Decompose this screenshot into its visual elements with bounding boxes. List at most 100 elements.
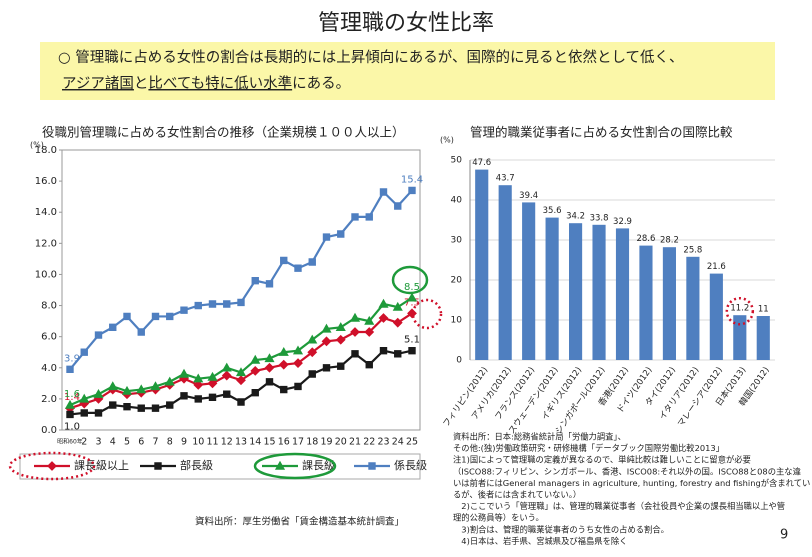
marker (351, 350, 359, 358)
marker (364, 327, 375, 337)
summary-part: と (134, 76, 149, 92)
marker (123, 312, 131, 321)
note: 注1)国によって管理職の定義が異なるので、単純比較は難しいことに留意が必要 (453, 455, 751, 465)
marker (308, 370, 316, 378)
marker (293, 358, 303, 369)
x-tick-label: 18 (306, 437, 318, 448)
marker (264, 353, 275, 363)
marker (66, 410, 74, 419)
page-number: 9 (780, 528, 788, 543)
marker (321, 336, 332, 347)
summary-part: 比べても特に低い水準 (148, 75, 292, 92)
marker (392, 301, 403, 311)
bar (522, 202, 536, 360)
data-label: 8.5 (404, 282, 420, 293)
marker (136, 384, 147, 394)
marker (235, 367, 247, 377)
chart-title: 管理的職業従事者に占める女性割合の国際比較 (470, 125, 733, 140)
legend-label: 課長級以上 (74, 458, 129, 472)
marker (274, 460, 286, 470)
data-label: 28.6 (636, 234, 655, 244)
x-tick-label: 12 (221, 437, 233, 448)
x-tick-label: 23 (377, 437, 389, 448)
x-tick-label: 19 (320, 437, 332, 448)
data-label: 11 (758, 305, 769, 315)
x-tick-label: 22 (363, 437, 375, 448)
highlight (411, 298, 443, 330)
note: 4)日本は、岩手県、宮城県及び福島県を除く (453, 536, 627, 546)
y-tick-label: 16.0 (35, 176, 57, 187)
marker (94, 331, 103, 339)
marker (93, 389, 104, 398)
highlight (725, 296, 755, 326)
x-tick-label: 9 (181, 437, 187, 448)
marker (109, 323, 117, 332)
x-tick-label: 5 (124, 437, 130, 448)
marker (137, 404, 145, 412)
marker (166, 401, 174, 409)
x-tick-label: 16 (278, 437, 290, 448)
marker (394, 350, 402, 358)
y-tick-label: 6.0 (41, 332, 57, 343)
marker (107, 381, 118, 391)
marker (278, 359, 289, 370)
marker (337, 230, 345, 238)
data-label: 3.9 (64, 353, 80, 364)
data-label: 25.8 (683, 245, 702, 255)
bar (592, 224, 606, 360)
marker (322, 233, 331, 241)
marker (221, 370, 232, 381)
series-line (69, 296, 413, 407)
y-tick-label: 12.0 (35, 238, 57, 249)
marker (307, 347, 318, 358)
marker (280, 385, 288, 394)
legend-label: 係長級 (394, 459, 427, 472)
note: 資料出所：日本:総務省統計局「労働力調査」、 (453, 432, 626, 442)
marker (47, 461, 57, 471)
marker (80, 409, 88, 417)
marker (321, 323, 332, 333)
legend-frame (19, 453, 421, 480)
marker (365, 213, 373, 221)
marker (64, 399, 76, 409)
y-tick-label: 2.0 (41, 394, 57, 405)
marker (151, 404, 160, 412)
marker (406, 292, 418, 302)
marker (79, 393, 90, 403)
summary-part: アジア諸国 (62, 75, 134, 92)
marker (251, 388, 259, 397)
marker (121, 385, 133, 395)
marker (379, 346, 388, 355)
marker (378, 313, 389, 323)
data-label: 1.0 (64, 421, 80, 432)
x-tick-label: 4 (110, 437, 116, 448)
data-label: 39.4 (519, 191, 538, 201)
marker (308, 258, 316, 266)
marker (109, 401, 117, 409)
marker (264, 362, 275, 373)
y-tick-label: 0 (456, 356, 462, 366)
y-tick-label: 18.0 (35, 145, 57, 156)
marker (66, 365, 74, 374)
y-tick-label: 40 (451, 196, 463, 206)
x-tick-label: 10 (192, 437, 204, 448)
highlight (253, 452, 337, 480)
data-label: 35.6 (543, 206, 562, 216)
y-tick-label: 8.0 (41, 301, 57, 312)
data-label: 5.1 (404, 335, 420, 346)
note: 2)ここでいう「管理職」は、管理的職業従事者（会社役員や企業の課長相当職以上や管 (453, 501, 785, 511)
slide-title: 管理職の女性比率 (318, 11, 494, 36)
bar (686, 256, 700, 360)
note: 理的公務員等）をいう。 (453, 513, 544, 523)
y-tick-label: 20 (451, 276, 463, 286)
note: 3)割合は、管理的職業従事者のうち女性の占める割合。 (453, 524, 669, 534)
x-tick-label: 6 (138, 437, 144, 448)
bar (498, 185, 512, 360)
bar (662, 247, 676, 360)
chart-title: 役職別管理職に占める女性割合の推移（企業規模１００人以上） (42, 125, 405, 140)
x-tick-label: 3 (95, 437, 101, 448)
marker (350, 327, 360, 337)
note: その他:(独)労働政策研究・研修機構「データブック国際労働比較2013」 (453, 443, 724, 453)
marker (278, 347, 289, 356)
